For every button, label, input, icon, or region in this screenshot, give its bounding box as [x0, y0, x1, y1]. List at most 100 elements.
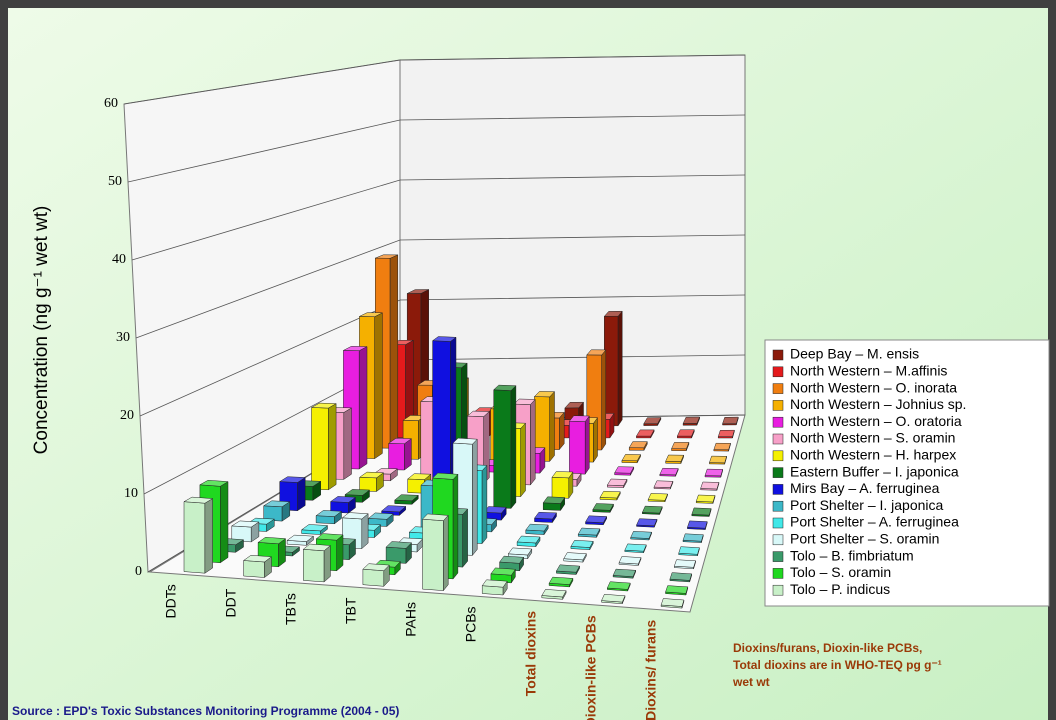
bar-front [243, 560, 265, 578]
bar-top [362, 563, 390, 571]
legend-label: North Western – O. oratoria [790, 413, 962, 429]
bar [329, 496, 357, 514]
bar [603, 310, 623, 427]
bar-side [584, 415, 590, 475]
bar-side [549, 390, 555, 463]
bar [643, 417, 662, 426]
bar-side [204, 498, 213, 574]
x-tick-label: DDT [223, 588, 239, 617]
bar-side [323, 544, 331, 583]
bar [548, 576, 574, 588]
bar-top [570, 540, 594, 548]
legend-label: Tolo – S. oramin [790, 564, 891, 580]
bar [682, 416, 700, 426]
legend-label: North Western – H. harpex [790, 447, 956, 463]
bar [315, 510, 343, 525]
bar-top [513, 398, 536, 405]
bar [516, 535, 541, 548]
bar-top [673, 559, 696, 568]
bar [676, 429, 695, 439]
bar-side [520, 422, 526, 498]
x-tick-label: PAHs [403, 602, 419, 637]
bar [636, 518, 658, 528]
bar [647, 493, 668, 502]
bar-top [343, 346, 368, 351]
y-tick-label: 40 [112, 252, 126, 267]
bar-front [303, 549, 325, 583]
bar [682, 533, 704, 543]
bar-front [388, 443, 405, 471]
bar-top [302, 543, 332, 552]
bar-top [695, 494, 716, 503]
bar-top [660, 598, 685, 607]
bar-top [231, 520, 260, 528]
bar-top [636, 518, 658, 527]
bar-top [614, 466, 635, 474]
bar-top [671, 442, 690, 450]
bar [585, 515, 608, 526]
bar [691, 507, 712, 517]
bar [601, 594, 626, 604]
bar [481, 579, 508, 596]
grid-line [123, 54, 746, 105]
bar-front [422, 518, 444, 591]
bar-top [407, 289, 429, 294]
bar [542, 496, 566, 512]
bar-top [635, 429, 655, 437]
bar-front [315, 515, 335, 525]
y-tick-label: 0 [135, 564, 142, 579]
y-tick-label: 10 [124, 486, 138, 501]
bar-side [374, 312, 383, 460]
bar-top [630, 531, 652, 539]
bar-top [682, 416, 700, 424]
bar-front [183, 501, 206, 574]
bar-side [510, 385, 517, 510]
bar [700, 481, 720, 491]
bar-front [569, 420, 586, 475]
bar-top [262, 500, 291, 508]
bar [673, 559, 696, 570]
bar [421, 513, 449, 592]
bar [525, 523, 549, 536]
x-tick-label: Dioxins/ furans [643, 620, 659, 720]
bar-top [257, 537, 287, 545]
legend-label: Tolo – P. indicus [790, 581, 890, 597]
bar-top [466, 410, 490, 417]
bar-top [380, 505, 407, 513]
bar [599, 490, 621, 501]
bar-top [709, 455, 727, 464]
bar-top [375, 254, 398, 259]
bar-top [315, 510, 343, 517]
bar-side [472, 438, 478, 557]
bar-top [599, 490, 621, 499]
legend-label: Port Shelter – S. oramin [790, 531, 939, 547]
note: Dioxins/furans, Dioxin-like PCBs, Total … [733, 641, 942, 689]
bar-top [542, 496, 566, 504]
bar-side [452, 473, 459, 580]
legend-label: Eastern Buffer – I. japonica [790, 463, 959, 479]
bar-top [242, 555, 273, 563]
bar [612, 568, 637, 579]
legend-swatch [772, 400, 784, 411]
bar-top [344, 489, 371, 496]
bar [618, 556, 642, 566]
bar-top [691, 507, 712, 516]
bar-side [389, 254, 399, 449]
bar [387, 438, 413, 471]
bar-top [643, 417, 662, 425]
grid-line [127, 114, 746, 183]
bar [665, 454, 684, 464]
bar-top [682, 533, 704, 542]
bar [660, 598, 685, 609]
legend-swatch [772, 551, 784, 562]
bar [358, 471, 385, 493]
bar-top [533, 391, 556, 398]
bar [533, 390, 556, 463]
bar-side [328, 403, 337, 491]
bar [678, 546, 700, 556]
bar-top [603, 310, 623, 317]
bar [671, 442, 690, 451]
